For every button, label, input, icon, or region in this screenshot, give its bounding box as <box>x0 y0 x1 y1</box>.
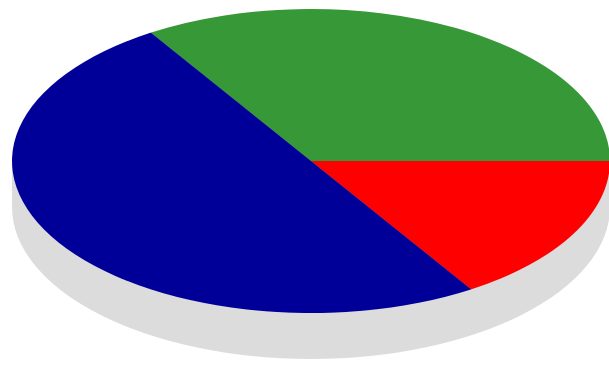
pie-slices <box>11 8 609 314</box>
pie-slice-3 <box>11 32 472 314</box>
pie-slice-2 <box>311 161 609 290</box>
pie-slice-1 <box>150 8 609 161</box>
